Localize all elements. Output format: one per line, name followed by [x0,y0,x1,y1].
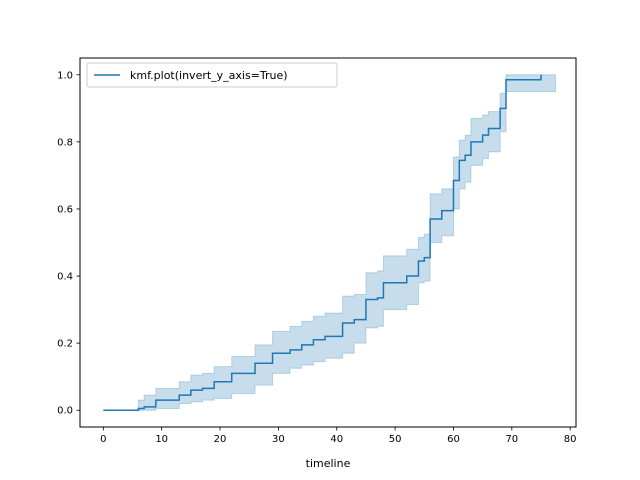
series-line-layer [103,74,542,411]
legend: kmf.plot(invert_y_axis=True) [86,62,338,88]
series-line [103,74,542,411]
y-tick-label: 0.4 [57,272,73,283]
confidence-band-area [103,74,557,411]
x-tick-label: 40 [330,434,343,445]
x-tick-label: 30 [272,434,285,445]
y-axis: 0.0 0.2 0.4 0.6 0.8 1.0 [57,70,80,417]
confidence-band [103,74,557,411]
x-axis: 0 10 20 30 40 50 60 70 80 [100,427,577,445]
legend-box [86,62,338,88]
x-tick-label: 80 [564,434,577,445]
y-tick-label: 0.0 [57,406,73,417]
x-tick-label: 0 [100,434,106,445]
x-tick-label: 60 [447,434,460,445]
x-tick-label: 70 [505,434,518,445]
y-tick-label: 0.8 [57,137,73,148]
x-tick-label: 50 [389,434,402,445]
y-tick-label: 1.0 [57,70,73,81]
x-tick-label: 20 [214,434,227,445]
axes-frame [79,57,577,428]
x-axis-label: timeline [306,457,351,470]
y-tick-label: 0.6 [57,204,73,215]
y-tick-label: 0.2 [57,339,73,350]
x-tick-label: 10 [155,434,168,445]
legend-label: kmf.plot(invert_y_axis=True) [130,69,288,82]
